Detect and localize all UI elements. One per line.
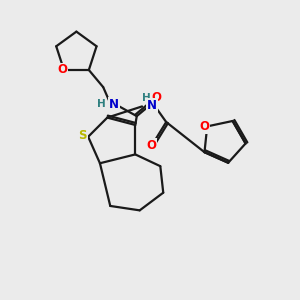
Text: H: H — [142, 94, 151, 103]
Text: O: O — [152, 92, 162, 104]
Text: O: O — [146, 139, 157, 152]
Text: N: N — [147, 99, 157, 112]
Text: N: N — [109, 98, 119, 111]
Text: O: O — [199, 120, 209, 133]
Text: O: O — [58, 64, 68, 76]
Text: S: S — [79, 129, 87, 142]
Text: H: H — [97, 99, 106, 110]
